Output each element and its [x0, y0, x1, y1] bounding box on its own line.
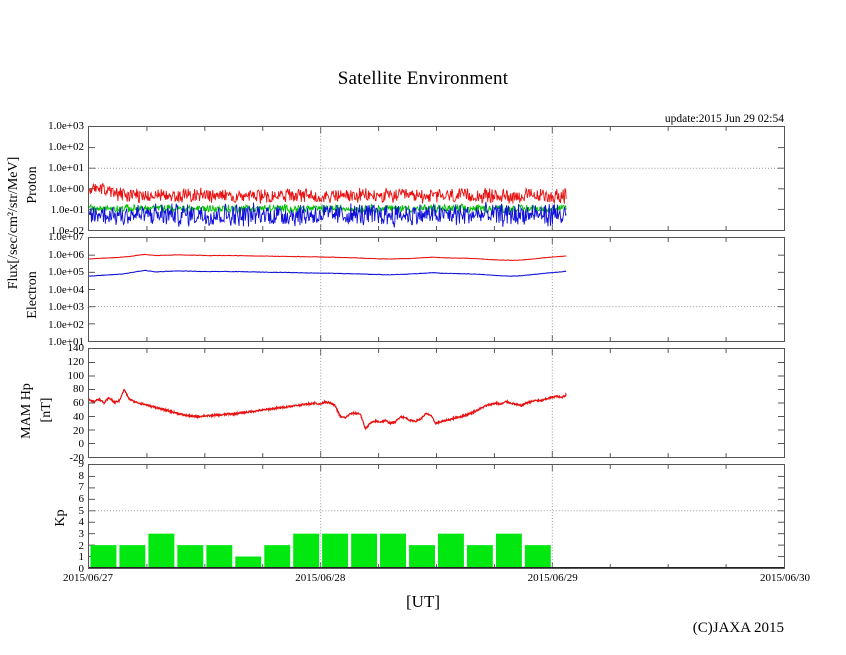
x-axis-ticks: 2015/06/27 2015/06/28 2015/06/29 2015/06/30: [0, 572, 846, 588]
kp-bar: [437, 533, 464, 568]
mam-y-ticks: 140 120 100 80 60 40 20 0 -20: [0, 342, 88, 464]
y-tick-label: 5: [78, 504, 85, 517]
mam-plot-area: [89, 349, 784, 457]
y-tick-label: 2: [78, 539, 85, 552]
y-tick-label: 1.0e+01: [48, 336, 84, 348]
electron-y-ticks: 1.0e+07 1.0e+06 1.0e+05 1.0e+04 1.0e+03 1.0e+…: [0, 231, 88, 348]
y-tick-label: 1.0e+04: [48, 283, 84, 296]
y-tick-label: 1.0e+06: [48, 248, 84, 261]
y-tick-label: 140: [67, 342, 85, 354]
y-tick-label: 20: [73, 424, 84, 437]
kp-bar: [206, 545, 233, 568]
x-tick-label: 2015/06/28: [295, 572, 346, 584]
y-tick-label: 8: [78, 469, 85, 482]
y-tick-label: 1.0e-01: [50, 204, 84, 216]
proton-trace: [89, 182, 567, 205]
page-title: Satellite Environment: [337, 68, 509, 89]
kp-bar: [148, 533, 175, 568]
y-tick-label: 1.0e+03: [48, 120, 84, 132]
y-tick-label: 0: [78, 438, 85, 451]
kp-index-panel: [88, 464, 785, 569]
mam-hp-trace: [89, 388, 567, 431]
proton-trace: [89, 201, 567, 228]
y-tick-label: 9: [78, 458, 85, 470]
kp-bar: [351, 533, 378, 568]
electron-trace: [89, 253, 567, 262]
kp-bar: [90, 545, 117, 568]
kp-bar: [264, 545, 291, 568]
y-tick-label: 1.0e+07: [48, 231, 84, 243]
y-tick-label: 1.0e-02: [50, 225, 84, 237]
y-tick-label: 40: [73, 410, 84, 423]
copyright-notice: (C)JAXA 2015: [692, 620, 784, 636]
proton-y-ticks: 1.0e+03 1.0e+02 1.0e+01 1.0e+00 1.0e-01 1.0e-…: [0, 120, 88, 237]
y-tick-label: 4: [78, 516, 85, 529]
electron-trace: [89, 269, 567, 277]
mam-hp-panel: [88, 348, 785, 458]
y-tick-label: 1.0e+00: [48, 183, 84, 195]
y-tick-label: 100: [67, 369, 85, 382]
x-tick-label: 2015/06/30: [759, 572, 811, 584]
y-tick-label: 1.0e+05: [48, 266, 84, 278]
kp-bar: [235, 556, 262, 568]
proton-flux-panel: [88, 126, 785, 231]
y-tick-label: 0: [78, 563, 85, 575]
y-tick-label: 60: [73, 397, 84, 409]
y-tick-label: 1.0e+02: [48, 141, 84, 153]
y-tick-label: 1: [78, 551, 85, 564]
x-tick-label: 2015/06/27: [62, 572, 114, 584]
kp-bar: [293, 533, 320, 568]
kp-bar: [380, 533, 406, 568]
y-tick-label: 6: [78, 493, 85, 505]
y-tick-label: 80: [73, 383, 84, 396]
kp-bar: [322, 533, 349, 568]
update-timestamp: update:2015 Jun 29 02:54: [664, 113, 784, 125]
kp-bar: [409, 545, 436, 568]
kp-bar: [524, 545, 551, 568]
electron-plot-area: [89, 238, 784, 341]
y-tick-label: 1.0e+02: [48, 318, 84, 331]
proton-plot-area: [89, 127, 784, 230]
x-tick-label: 2015/06/29: [527, 572, 578, 584]
electron-flux-panel: [88, 237, 785, 342]
y-tick-label: 1.0e+03: [48, 301, 84, 313]
kp-plot-area: [89, 465, 784, 568]
y-tick-label: 3: [78, 528, 85, 540]
y-tick-label: 120: [67, 355, 85, 368]
y-tick-label: 7: [78, 481, 85, 494]
kp-bar: [177, 545, 204, 568]
kp-bar: [119, 545, 146, 568]
kp-bar: [495, 533, 522, 568]
kp-bar: [466, 545, 493, 568]
y-tick-label: 1.0e+01: [48, 162, 84, 174]
y-tick-label: -20: [69, 452, 84, 464]
x-axis-label: [UT]: [406, 592, 440, 611]
